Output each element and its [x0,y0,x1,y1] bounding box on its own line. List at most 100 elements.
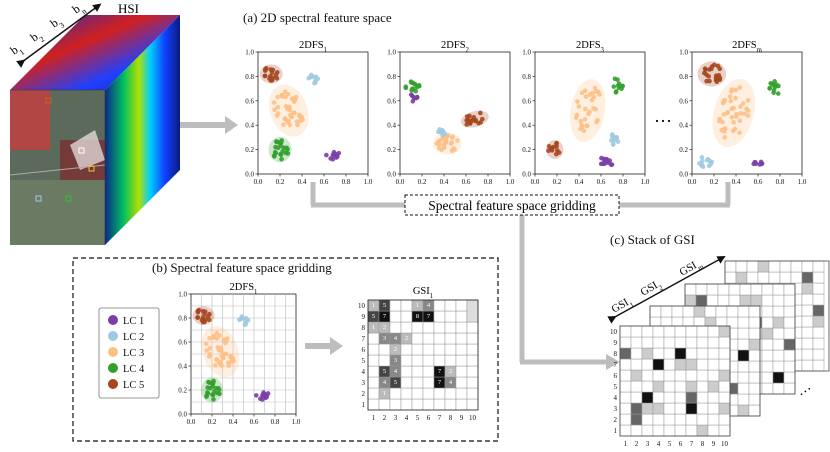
stack-cell [663,358,676,371]
stack-cell [696,325,709,338]
data-point-lc5 [195,315,201,320]
stack-x-tick: 5 [668,440,672,448]
stack-x-tick: 8 [701,440,705,448]
y-tick-label: 0.8 [387,73,396,81]
y-tick-label: 0.6 [178,339,187,347]
data-point-lc3 [589,97,595,103]
y-tick-label: 1.0 [522,49,531,57]
stack-cell [663,347,676,360]
data-point-lc3 [731,119,737,125]
data-point-lc5 [478,110,483,116]
stack-cell [718,347,731,360]
stack-cell [652,413,665,426]
data-point-lc3 [738,104,743,109]
band-label-2: b2 [28,27,46,47]
gsi-y-tick: 9 [362,313,366,321]
gsi-cell [455,398,468,411]
stack-cell [707,380,720,393]
data-point-lc3 [722,97,727,103]
stack-cell [812,293,825,306]
plot-title-a2-main: 2DFS [441,40,466,51]
data-point-lc4 [611,84,617,89]
y-tick-label: 0.0 [245,171,254,179]
data-point-lc3 [579,90,585,95]
gsi-cell [400,343,413,356]
gsi-cell [466,398,479,411]
stack-cell [772,382,785,395]
data-point-lc1 [759,161,765,166]
plot-title-a4-main: 2DFS [732,40,757,51]
gsi-y-tick: 5 [362,357,366,365]
data-point-lc2 [706,163,712,169]
stack-cell [704,305,717,318]
data-point-lc4 [205,390,210,395]
stack-cell [790,271,803,284]
sample-box-1 [45,97,52,104]
stack-cell [674,325,687,338]
stack-cell [696,358,709,371]
stack-cell [717,283,730,296]
data-point-lc2 [242,322,248,327]
gsi-cell [400,321,413,334]
stack-cell [674,358,687,371]
data-point-lc1 [411,94,416,100]
section-b-title: (b) Spectral feature space gridding [152,260,332,275]
legend-marker-lc4 [108,363,118,373]
plot-frame [691,51,803,175]
plot-title-a1-sub: 1 [324,47,327,54]
plot-a3: 0.00.0 0.2 0.2 0.4 0.4 0.6 0.6 0.8 0.8 1.0 1.0 2DFS… [522,40,650,186]
data-point-lc4 [619,86,624,92]
stack-cell [652,380,665,393]
stack-cell [761,327,774,340]
data-point-lc3 [583,106,588,112]
x-tick-label: 0.6 [597,178,606,186]
x-tick-label: 0.8 [776,178,785,186]
stack-cell [748,305,761,318]
data-point-lc5 [268,78,274,83]
gsi-cell [433,332,446,345]
data-point-lc3 [584,123,589,128]
gsi-y-tick: 3 [362,379,366,387]
y-tick-label: 0.4 [522,122,531,130]
gsi-cell-value: 5 [383,302,386,309]
y-tick-label: 0.2 [178,387,187,395]
data-point-lc5 [702,70,707,76]
plot-title-b: 2DFS1 [230,282,258,296]
stack-cell [783,283,796,296]
x-tick-label: 1.0 [641,178,650,186]
stack-cell [761,305,774,318]
stack-cell [748,349,761,362]
data-point-lc3 [294,119,300,125]
data-point-lc5 [269,70,275,76]
stack-cell [801,348,814,361]
stack-cell [696,369,709,382]
stack-cell [761,283,774,296]
legend-marker-lc5 [108,379,118,389]
data-point-lc1 [414,94,420,100]
stack-cell [737,404,750,417]
data-point-lc4 [773,84,778,90]
data-point-lc3 [740,101,746,106]
gsi-cell [455,299,468,312]
data-point-lc1 [606,160,611,166]
stack-cell [619,391,632,404]
stack-cell [685,391,698,404]
stack-cell [630,380,643,393]
stack-cell [748,316,761,329]
stack-cell [812,337,825,350]
legend-label-lc1: LC 1 [123,316,144,327]
stack-cell [674,424,687,437]
stack-cell [737,316,750,329]
gsi-cell [455,387,468,400]
data-point-lc4 [275,139,281,145]
y-tick-label: 0.4 [178,363,187,371]
legend-marker-lc1 [108,315,118,325]
stack-cell [663,380,676,393]
gsi-cell [466,321,479,334]
gsi-cell [367,365,380,378]
stack-cell [671,305,684,318]
band-axis-arrow [16,3,102,68]
data-point-lc4 [285,147,290,152]
stack-cell [735,271,748,284]
stack-cell [772,371,785,384]
